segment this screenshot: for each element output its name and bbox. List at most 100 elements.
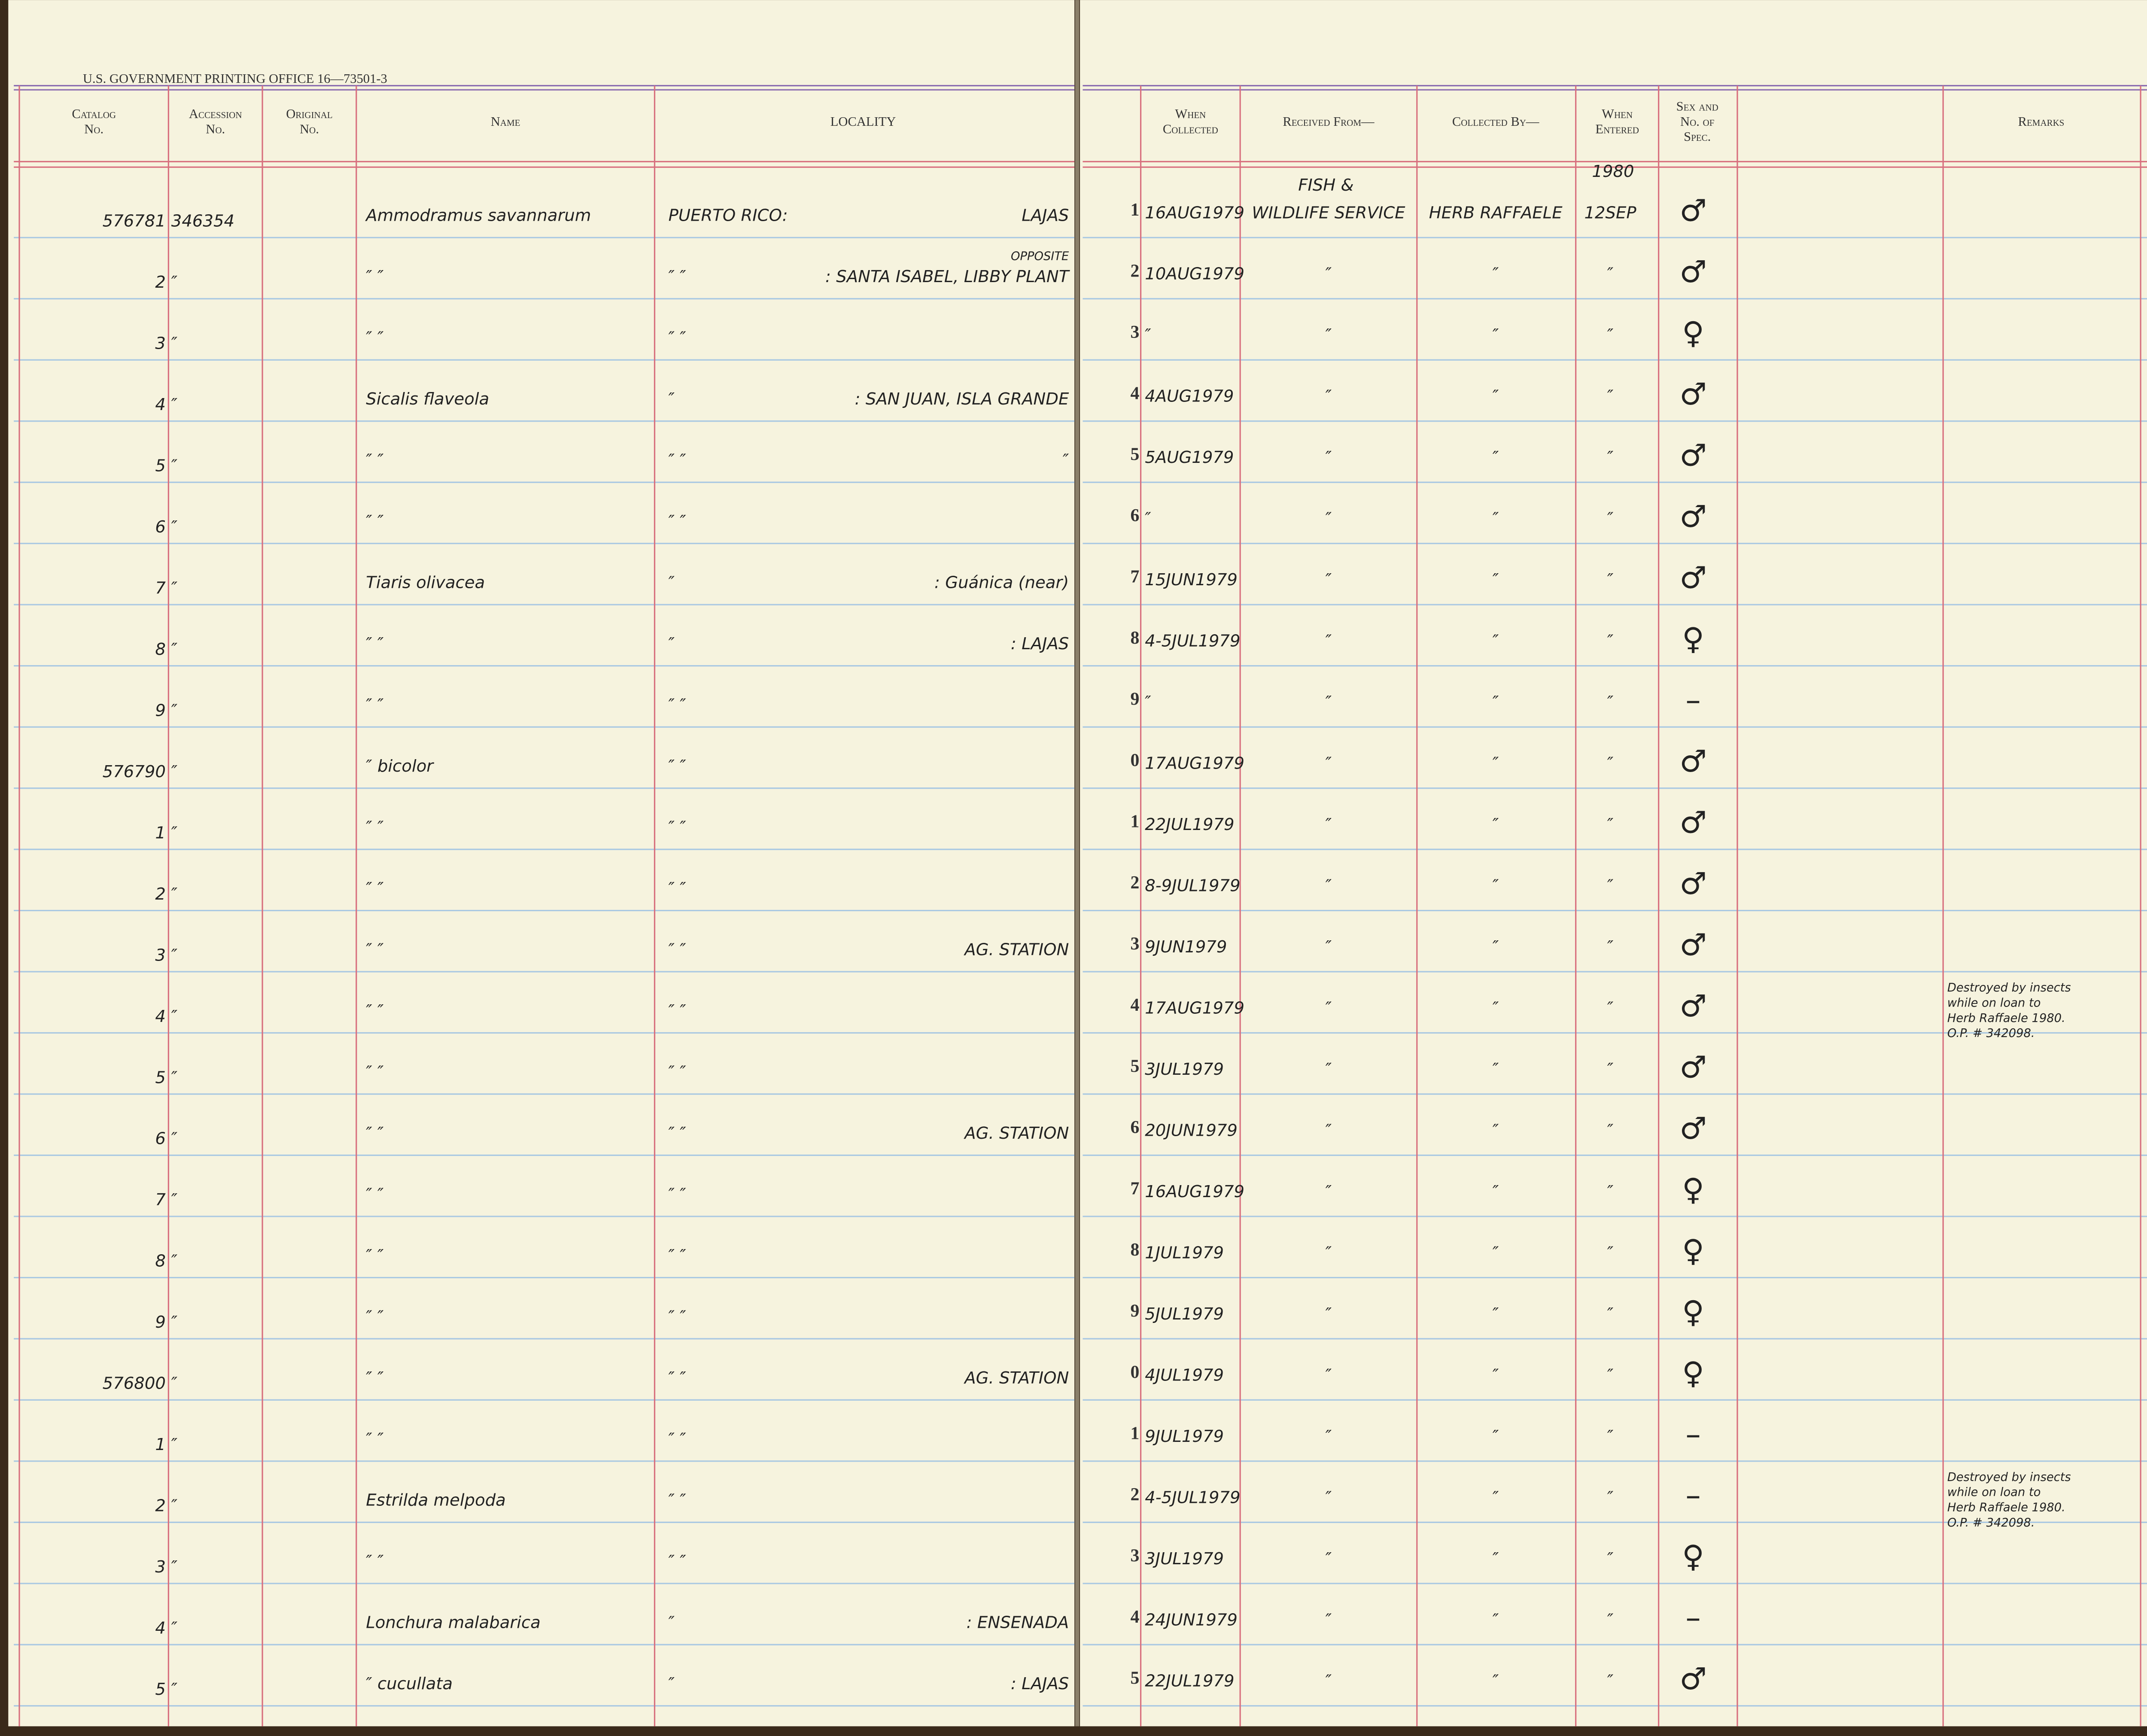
cell-num: 1 xyxy=(1130,812,1139,832)
cell-date: 22JUL1979 xyxy=(1145,1672,1234,1691)
cell-entered: ″ xyxy=(1607,1243,1614,1262)
cell-collected: ″ xyxy=(1493,1549,1499,1569)
cell-catalog: 8 xyxy=(155,640,166,659)
cell-collected: ″ xyxy=(1493,1304,1499,1324)
cell-date: 9JUN1979 xyxy=(1145,937,1227,957)
cell-received: WILDLIFE SERVICE xyxy=(1252,203,1405,222)
cell-num: 5 xyxy=(1130,1668,1139,1688)
cell-catalog: 5 xyxy=(155,1068,166,1087)
cell-received: ″ xyxy=(1326,876,1332,896)
cell-num: 1 xyxy=(1130,200,1139,220)
cell-detail: : ENSENADA xyxy=(967,1613,1069,1633)
cell-collected: ″ xyxy=(1493,1427,1499,1446)
cell-collected: ″ xyxy=(1493,509,1499,529)
cell-sex: ♀ xyxy=(1682,1294,1704,1329)
cell-name: ″ ″ xyxy=(366,696,384,715)
cell-num: 3 xyxy=(1130,322,1139,342)
cell-catalog: 3 xyxy=(155,334,166,353)
cell-entered: ″ xyxy=(1607,1610,1614,1630)
cell-accession: ″ xyxy=(171,1190,178,1210)
cell-locality: ″ ″ xyxy=(669,696,687,715)
remark: while on loan to xyxy=(1947,996,2041,1009)
cell-locality: ″ ″ xyxy=(669,818,687,837)
cell-entered: ″ xyxy=(1607,570,1614,590)
cell-catalog: 6 xyxy=(155,517,166,537)
cell-num: 8 xyxy=(1130,628,1139,648)
cell-sex: ♂ xyxy=(1679,866,1706,901)
cell-sex: ♀ xyxy=(1682,1233,1704,1268)
cell-entered: ″ xyxy=(1607,754,1614,773)
cell-catalog: 2 xyxy=(155,885,166,904)
cell-entered: ″ xyxy=(1607,632,1614,651)
cell-locality: ″ xyxy=(669,1613,675,1633)
cell-sex: ♂ xyxy=(1679,438,1706,473)
cell-catalog: 5 xyxy=(155,456,166,475)
cell-entered: ″ xyxy=(1607,876,1614,896)
cell-date: 4-5JUL1979 xyxy=(1145,632,1240,651)
cell-collected: ″ xyxy=(1493,1365,1499,1385)
cell-locality: ″ xyxy=(669,634,675,654)
cell-detail: AG. STATION xyxy=(963,1368,1069,1388)
cell-locality: ″ xyxy=(669,573,675,593)
cell-entered-note: 1980 xyxy=(1592,162,1634,181)
cell-date: 17AUG1979 xyxy=(1145,754,1244,773)
column-header: LOCALITY xyxy=(830,114,896,129)
cell-collected: ″ xyxy=(1493,632,1499,651)
cell-name: Tiaris olivacea xyxy=(366,573,485,593)
cell-accession: ″ xyxy=(171,640,178,659)
cell-date: 5AUG1979 xyxy=(1145,448,1234,467)
cell-catalog: 5 xyxy=(155,1680,166,1699)
cell-name: ″ ″ xyxy=(366,879,384,898)
cell-locality: ″ ″ xyxy=(669,879,687,898)
cell-locality: ″ ″ xyxy=(669,757,687,776)
cell-name: Lonchura malabarica xyxy=(366,1613,541,1633)
cell-detail: AG. STATION xyxy=(963,1124,1069,1143)
cell-num: 3 xyxy=(1130,934,1139,954)
cell-sex: ♂ xyxy=(1679,193,1706,228)
cell-accession: ″ xyxy=(171,823,178,842)
cell-received-note: FISH & xyxy=(1298,176,1353,195)
cell-entered: ″ xyxy=(1607,1060,1614,1079)
cell-accession: ″ xyxy=(171,517,178,537)
cell-collected: ″ xyxy=(1493,387,1499,406)
cell-received: ″ xyxy=(1326,570,1332,590)
column-header: When xyxy=(1602,106,1633,121)
cell-collected: ″ xyxy=(1493,1060,1499,1079)
cell-date: 22JUL1979 xyxy=(1145,815,1234,834)
cell-accession: ″ xyxy=(171,762,178,781)
cell-collected: ″ xyxy=(1493,1182,1499,1201)
right-page xyxy=(1080,0,2147,1727)
cell-name: ″ ″ xyxy=(366,1001,384,1021)
cell-entered: ″ xyxy=(1607,1304,1614,1324)
cell-num: 2 xyxy=(1130,1485,1139,1505)
column-header: Collected By— xyxy=(1452,114,1539,129)
cell-entered: ″ xyxy=(1607,815,1614,834)
cell-received: ″ xyxy=(1326,693,1332,712)
cell-entered: ″ xyxy=(1607,448,1614,467)
column-header: Entered xyxy=(1595,122,1639,136)
cell-accession: ″ xyxy=(171,334,178,353)
cell-entered: ″ xyxy=(1607,1182,1614,1201)
column-header: No. xyxy=(84,122,103,136)
column-header: No. xyxy=(206,122,225,136)
remark: Destroyed by insects xyxy=(1947,1471,2071,1484)
cell-accession: ″ xyxy=(171,1313,178,1332)
cell-name: ″ cucullata xyxy=(366,1674,453,1693)
cell-locality: ″ ″ xyxy=(669,1491,687,1510)
cell-locality: ″ ″ xyxy=(669,1001,687,1021)
cell-entered: ″ xyxy=(1607,998,1614,1018)
cell-collected: ″ xyxy=(1493,448,1499,467)
cell-received: ″ xyxy=(1326,1672,1332,1691)
cell-entered: ″ xyxy=(1607,325,1614,345)
cell-num: 4 xyxy=(1130,995,1139,1015)
cell-num: 6 xyxy=(1130,1118,1139,1137)
cell-accession: ″ xyxy=(171,1007,178,1026)
cell-catalog: 2 xyxy=(155,1496,166,1516)
cell-name: ″ ″ xyxy=(366,1307,384,1326)
cell-received: ″ xyxy=(1326,937,1332,957)
cell-name: ″ ″ xyxy=(366,1246,384,1265)
cell-num: 4 xyxy=(1130,383,1139,403)
cell-entered: ″ xyxy=(1607,937,1614,957)
cell-received: ″ xyxy=(1326,325,1332,345)
